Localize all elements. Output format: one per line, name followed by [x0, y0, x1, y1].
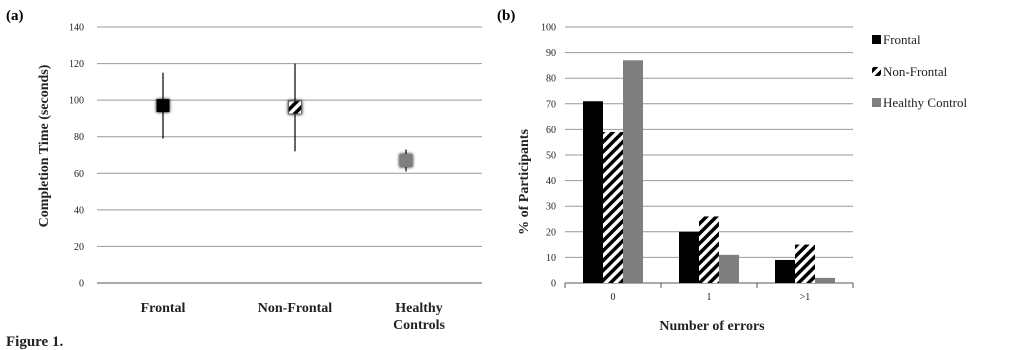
panel-b-label: (b)	[497, 8, 515, 24]
panel-b-y-tick-label: 20	[546, 227, 556, 238]
bar-frontal-1	[679, 231, 699, 283]
panel-a-y-tick-label: 40	[74, 205, 84, 216]
panel-b-y-tick-label: 0	[551, 279, 556, 290]
chart-panel-a: (a) 0 20 40 60 80 100 120 140 Frontal Non-Fronta…	[6, 8, 482, 333]
panel-a-y-tick-label: 100	[69, 96, 84, 107]
bar-frontal-2	[775, 259, 795, 283]
panel-a-point-marker	[399, 153, 413, 167]
bar-healthy-2	[815, 277, 835, 283]
legend-swatch-healthy	[872, 98, 881, 107]
legend-label-non_frontal: Non-Frontal	[883, 64, 948, 79]
panel-b-y-tick-label: 70	[546, 99, 556, 110]
panel-b-y-tick-label: 30	[546, 202, 556, 213]
legend-label-frontal: Frontal	[883, 32, 921, 47]
panel-b-y-tick-label: 50	[546, 151, 556, 162]
panel-b-y-tick-label: 100	[541, 23, 556, 34]
panel-a-y-ticks: 0 20 40 60 80 100 120 140	[69, 23, 84, 290]
panel-b-x-axis-title: Number of errors	[659, 319, 765, 334]
bar-non_frontal-0	[603, 131, 623, 283]
panel-b-category-label: 1	[707, 292, 712, 303]
panel-a-category-label: Frontal	[141, 301, 186, 316]
panel-b-y-ticks: 0 10 20 30 40 50 60 70 80 90 100	[541, 23, 556, 290]
panel-a-category-word: Healthy	[395, 301, 442, 316]
panel-b-y-tick-label: 90	[546, 48, 556, 59]
panel-b-y-tick-label: 60	[546, 125, 556, 136]
panel-b-bars	[583, 60, 835, 284]
panel-b-y-axis-title: % of Participants	[517, 129, 532, 235]
panel-b-y-tick-label: 40	[546, 176, 556, 187]
panel-b-legend: Frontal Non-Frontal Healthy Control	[872, 32, 968, 110]
panel-a-error-bars	[162, 63, 407, 172]
bar-healthy-0	[623, 60, 643, 283]
panel-a-point-marker	[156, 99, 170, 113]
panel-a-categories: Frontal Non-Frontal Healthy Controls	[141, 301, 446, 333]
chart-panel-b: (b) 0 10 20 30 40 50 60 70 80 90 100 0 1 >1 % of Par…	[497, 8, 968, 334]
panel-b-category-label: 0	[611, 292, 616, 303]
panel-a-y-tick-label: 20	[74, 242, 84, 253]
panel-a-category-label: Healthy Controls	[393, 301, 445, 333]
bar-non_frontal-1	[699, 216, 719, 283]
legend-item-frontal: Frontal	[872, 32, 921, 47]
panel-b-category-label: >1	[800, 292, 811, 303]
bar-healthy-1	[719, 254, 739, 283]
bar-non_frontal-2	[795, 244, 815, 283]
panel-a-y-tick-label: 60	[74, 169, 84, 180]
panel-a-label: (a)	[6, 8, 24, 24]
panel-a-points	[156, 99, 413, 167]
panel-a-y-tick-label: 0	[79, 279, 84, 290]
panel-a-y-axis-title: Completion Time (seconds)	[37, 64, 52, 227]
panel-b-y-tick-label: 10	[546, 253, 556, 264]
panel-b-categories: 0 1 >1	[611, 292, 811, 303]
legend-item-healthy: Healthy Control	[872, 95, 968, 110]
legend-swatch-frontal	[872, 35, 881, 44]
legend-item-non_frontal: Non-Frontal	[872, 64, 948, 79]
panel-b-y-tick-label: 80	[546, 74, 556, 85]
panel-a-category-word: Controls	[393, 318, 445, 333]
panel-a-category-label: Non-Frontal	[258, 301, 333, 316]
figure-caption: Figure 1.	[6, 334, 63, 350]
legend-swatch-non_frontal	[872, 67, 881, 76]
panel-a-y-tick-label: 120	[69, 59, 84, 70]
panel-a-y-tick-label: 140	[69, 23, 84, 34]
panel-a-point-marker	[288, 100, 302, 115]
panel-a-y-tick-label: 80	[74, 132, 84, 143]
panel-a-gridlines	[97, 26, 482, 284]
legend-label-healthy: Healthy Control	[883, 95, 968, 110]
bar-frontal-0	[583, 101, 603, 284]
